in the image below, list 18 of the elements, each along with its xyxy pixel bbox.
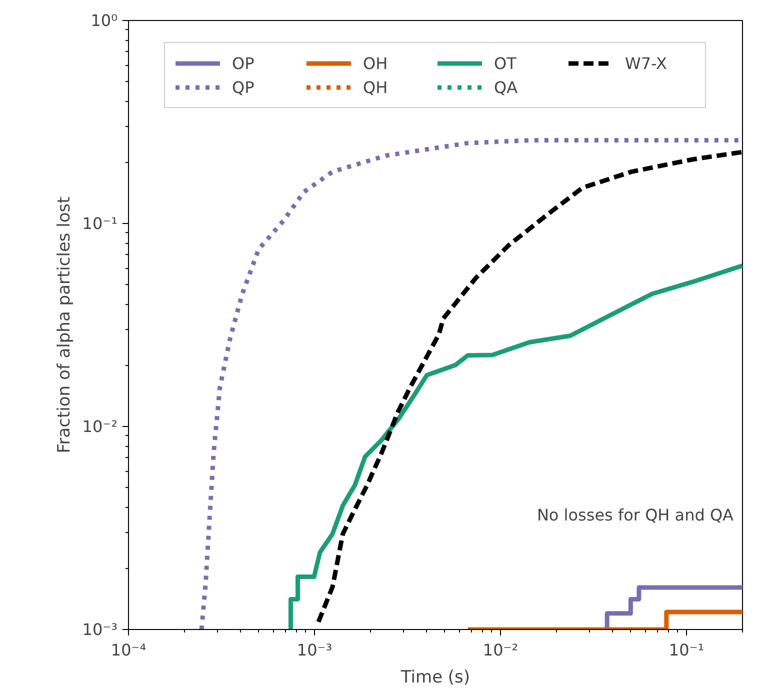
legend-label: OH bbox=[363, 54, 389, 72]
y-tick-label: 10⁻³ bbox=[82, 620, 118, 639]
x-tick-label: 10⁻⁴ bbox=[110, 640, 146, 660]
x-tick-label: 10⁻¹ bbox=[668, 640, 704, 660]
legend-label: W7-X bbox=[625, 54, 668, 72]
x-axis-title: Time (s) bbox=[400, 668, 470, 688]
y-tick-label: 10⁻² bbox=[82, 417, 118, 436]
x-tick-label: 10⁻² bbox=[482, 640, 518, 660]
legend-label: OP bbox=[232, 54, 256, 72]
y-axis-title: Fraction of alpha particles lost bbox=[54, 196, 74, 454]
y-tick-label: 10⁰ bbox=[90, 11, 118, 30]
legend-label: QP bbox=[232, 78, 256, 96]
x-tick-label: 10⁻³ bbox=[296, 640, 332, 660]
annotation: No losses for QH and QA bbox=[536, 506, 734, 524]
y-tick-label: 10⁻¹ bbox=[82, 214, 118, 233]
legend-label: QH bbox=[363, 78, 389, 96]
legend-label: OT bbox=[494, 54, 518, 72]
legend-label: QA bbox=[494, 78, 519, 96]
